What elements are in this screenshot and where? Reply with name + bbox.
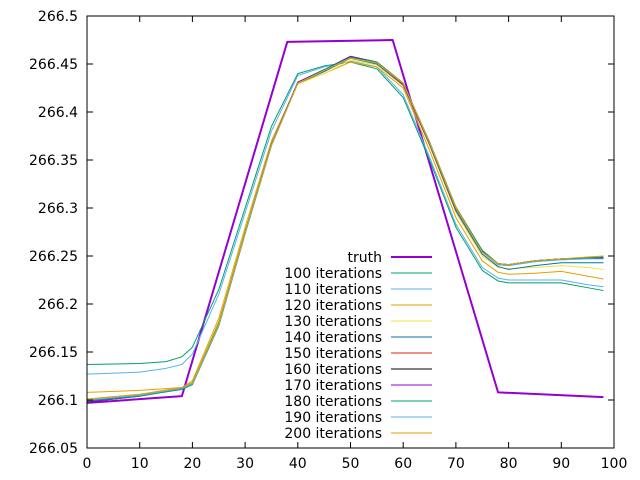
legend-label: 110 iterations xyxy=(284,282,382,298)
legend-label: 160 iterations xyxy=(284,362,382,378)
legend-label: 130 iterations xyxy=(284,314,382,330)
legend-label: 120 iterations xyxy=(284,298,382,314)
y-tick-label: 266.1 xyxy=(38,393,78,409)
legend-label: 190 iterations xyxy=(284,410,382,426)
y-tick-label: 266.45 xyxy=(29,57,78,73)
legend-label: truth xyxy=(348,250,382,266)
x-tick-label: 40 xyxy=(289,456,307,472)
series-line-3 xyxy=(86,61,604,393)
x-tick-label: 80 xyxy=(500,456,518,472)
y-tick-label: 266.15 xyxy=(29,345,78,361)
x-tick-label: 10 xyxy=(131,456,149,472)
series-line-11 xyxy=(86,57,604,400)
x-tick-label: 100 xyxy=(601,456,628,472)
legend-label: 100 iterations xyxy=(284,266,382,282)
x-tick-label: 60 xyxy=(394,456,412,472)
x-tick-label: 0 xyxy=(83,456,92,472)
x-tick-label: 20 xyxy=(183,456,201,472)
y-tick-label: 266.5 xyxy=(38,9,78,25)
x-tick-label: 70 xyxy=(447,456,465,472)
legend-label: 170 iterations xyxy=(284,378,382,394)
legend-label: 200 iterations xyxy=(284,426,382,442)
legend-label: 150 iterations xyxy=(284,346,382,362)
series-line-1 xyxy=(86,61,604,365)
y-tick-label: 266.3 xyxy=(38,201,78,217)
series-line-0 xyxy=(86,39,604,404)
ticks-layer: 0 10 20 30 40 50 60 70 80 90 100 266.05 266.1 266.15 2… xyxy=(29,9,627,472)
y-tick-label: 266.2 xyxy=(38,297,78,313)
legend-label: 180 iterations xyxy=(284,394,382,410)
legend-label: 140 iterations xyxy=(284,330,382,346)
x-tick-label: 30 xyxy=(236,456,254,472)
y-tick-label: 266.05 xyxy=(29,441,78,457)
x-tick-label: 90 xyxy=(552,456,570,472)
y-tick-label: 266.25 xyxy=(29,249,78,265)
x-tick-label: 50 xyxy=(342,456,360,472)
series-layer xyxy=(86,39,604,404)
y-tick-label: 266.4 xyxy=(38,105,78,121)
y-tick-label: 266.35 xyxy=(29,153,78,169)
